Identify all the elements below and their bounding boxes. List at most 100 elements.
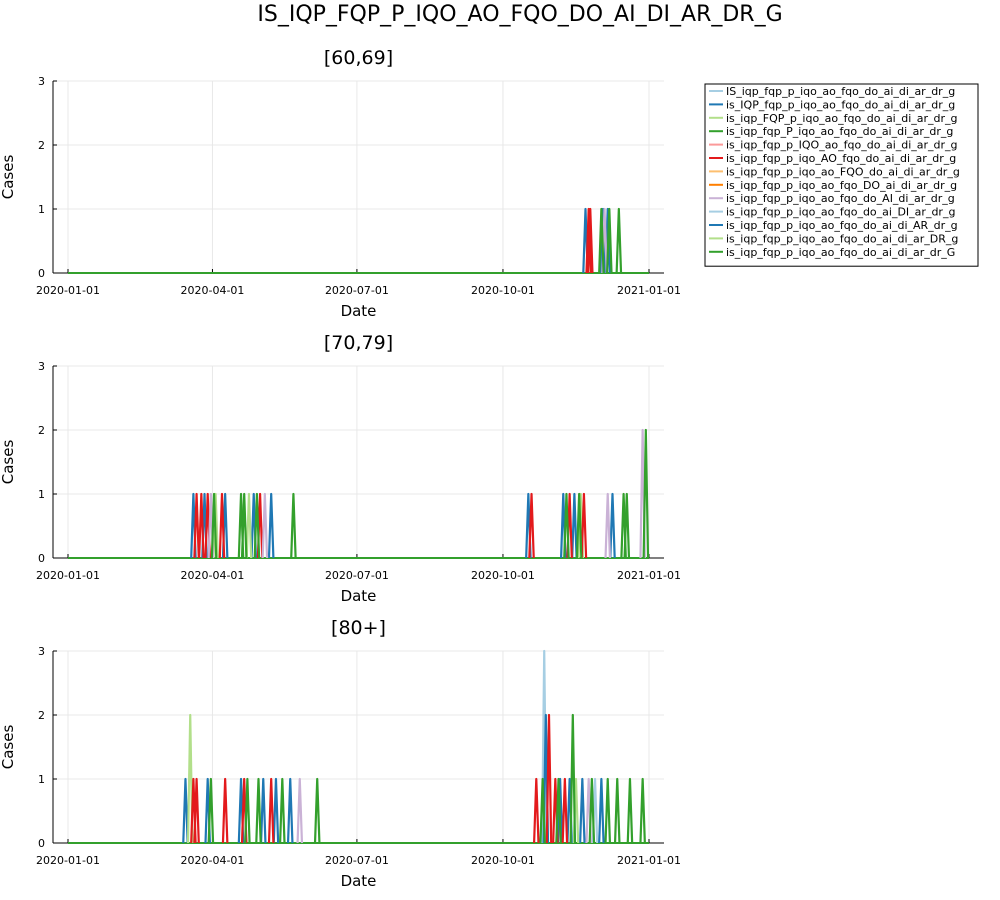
- spike-mark: [563, 492, 570, 559]
- y-tick-label: 1: [38, 203, 45, 216]
- y-tick-label: 1: [38, 488, 45, 501]
- spike-mark: [606, 207, 613, 274]
- spike-mark: [639, 777, 646, 844]
- series: [207, 713, 646, 844]
- y-tick-label: 3: [38, 645, 45, 658]
- legend-entry: is_iqp_fqp_p_iqo_ao_fqo_do_ai_di_ar_dr_G: [709, 246, 955, 259]
- spike-mark: [286, 777, 294, 844]
- spike-mark: [615, 207, 623, 274]
- spike-mark: [604, 492, 612, 559]
- figure-title: IS_IQP_FQP_P_IQO_AO_FQO_DO_AI_DI_AR_DR_G: [257, 2, 783, 27]
- legend-label: is_iqp_fqp_p_iqo_AO_fqo_do_ai_di_ar_dr_g: [726, 152, 956, 165]
- spike-mark: [193, 492, 200, 559]
- spike-mark: [545, 713, 553, 844]
- subplot-title: [80+]: [331, 617, 386, 639]
- y-tick-label: 3: [38, 360, 45, 373]
- x-tick-label: 2020-01-01: [36, 854, 100, 867]
- legend-entry: is_iqp_fqp_p_iqo_ao_fqo_do_ai_di_ar_DR_g: [709, 232, 958, 245]
- spike-mark: [267, 777, 275, 844]
- y-tick-label: 0: [38, 267, 45, 280]
- spike-mark: [255, 777, 262, 844]
- legend-label: is_iqp_fqp_p_iqo_ao_fqo_DO_ai_di_ar_dr_g: [726, 179, 957, 192]
- legend-entry: is_iqp_fqp_p_iqo_ao_fqo_do_ai_DI_ar_dr_g: [709, 206, 955, 219]
- spike-mark: [240, 492, 248, 559]
- legend-entry: is_IQP_fqp_p_iqo_ao_fqo_do_ai_di_ar_dr_g: [709, 98, 955, 111]
- spike-mark: [193, 777, 200, 844]
- spike-mark: [613, 777, 621, 844]
- series: [585, 207, 594, 274]
- subplot-3: 2020-01-01 2020-04-01 2020-07-01 2020-10-01…: [0, 617, 681, 890]
- subplots: 2020-01-01 2020-04-01 2020-07-01 2020-10-01…: [0, 47, 681, 890]
- x-tick-label: 2020-07-01: [325, 854, 389, 867]
- x-tick-label: 2020-04-01: [180, 569, 244, 582]
- series: [598, 207, 623, 274]
- legend: IS_iqp_fqp_p_iqo_ao_fqo_do_ai_di_ar_dr_g…: [704, 83, 979, 267]
- spike-mark: [604, 777, 612, 844]
- legend-entry: is_iqp_fqp_p_iqo_ao_fqo_do_ai_di_AR_dr_g: [709, 219, 958, 232]
- x-axis-label: Date: [341, 587, 377, 605]
- spike-mark: [313, 777, 321, 844]
- spike-mark: [555, 777, 562, 844]
- spike-mark: [580, 492, 588, 559]
- spike-mark: [598, 207, 605, 274]
- y-axis-label: Cases: [0, 440, 17, 485]
- y-tick-label: 3: [38, 75, 45, 88]
- spike-mark: [212, 492, 219, 559]
- series: [210, 428, 650, 559]
- spike-mark: [290, 492, 297, 559]
- legend-entry: is_iqp_fqp_p_iqo_ao_fqo_DO_ai_di_ar_dr_g: [709, 179, 957, 192]
- spike-mark: [561, 777, 569, 844]
- x-tick-label: 2020-10-01: [471, 284, 535, 297]
- spike-mark: [642, 428, 650, 559]
- legend-entry: is_iqp_fqp_p_IQO_ao_fqo_do_ai_di_ar_dr_g: [709, 139, 958, 152]
- x-axis-label: Date: [341, 302, 377, 320]
- spike-mark: [261, 492, 269, 559]
- spike-mark: [585, 207, 592, 274]
- legend-label: is_IQP_fqp_p_iqo_ao_fqo_do_ai_di_ar_dr_g: [726, 98, 955, 111]
- y-axis-label: Cases: [0, 155, 17, 200]
- spike-mark: [207, 777, 215, 844]
- subplot-1: 2020-01-01 2020-04-01 2020-07-01 2020-10-01…: [0, 47, 681, 320]
- spike-mark: [267, 492, 275, 559]
- legend-entry: is_iqp_fqp_p_iqo_AO_fqo_do_ai_di_ar_dr_g: [709, 152, 956, 165]
- spike-mark: [571, 492, 578, 559]
- y-tick-label: 2: [38, 424, 45, 437]
- x-tick-label: 2021-01-01: [617, 284, 681, 297]
- spike-mark: [609, 492, 616, 559]
- legend-label: is_iqp_fqp_p_iqo_ao_fqo_do_ai_di_AR_dr_g: [726, 219, 958, 232]
- spike-mark: [272, 777, 280, 844]
- y-tick-label: 2: [38, 709, 45, 722]
- spike-mark: [623, 492, 631, 559]
- legend-label: is_iqp_fqp_p_iqo_ao_fqo_do_ai_di_ar_dr_G: [726, 246, 955, 259]
- x-tick-label: 2020-01-01: [36, 569, 100, 582]
- spike-mark: [245, 492, 253, 559]
- spike-mark: [244, 777, 251, 844]
- legend-label: is_iqp_fqp_P_iqo_ao_fqo_do_ai_di_ar_dr_g: [726, 125, 953, 138]
- x-tick-label: 2020-01-01: [36, 284, 100, 297]
- legend-entry: is_iqp_fqp_p_iqo_ao_FQO_do_ai_di_ar_dr_g: [709, 165, 960, 178]
- spike-mark: [210, 492, 218, 559]
- legend-label: is_iqp_fqp_p_iqo_ao_FQO_do_ai_di_ar_dr_g: [726, 165, 960, 178]
- spike-mark: [253, 492, 261, 559]
- x-tick-label: 2021-01-01: [617, 854, 681, 867]
- spike-mark: [182, 777, 189, 844]
- spike-mark: [218, 492, 226, 559]
- y-tick-label: 1: [38, 773, 45, 786]
- spike-mark: [579, 777, 586, 844]
- x-tick-label: 2021-01-01: [617, 569, 681, 582]
- legend-entry: is_iqp_fqp_P_iqo_ao_fqo_do_ai_di_ar_dr_g: [709, 125, 953, 138]
- spike-mark: [556, 777, 564, 844]
- spike-mark: [198, 492, 205, 559]
- subplot-2: 2020-01-01 2020-04-01 2020-07-01 2020-10-01…: [0, 332, 681, 605]
- spike-mark: [626, 777, 634, 844]
- legend-label: is_iqp_fqp_p_iqo_ao_fqo_do_AI_di_ar_dr_g: [726, 192, 955, 205]
- spike-mark: [599, 207, 607, 274]
- legend-label: is_iqp_fqp_p_iqo_ao_fqo_do_ai_DI_ar_dr_g: [726, 206, 955, 219]
- legend-entry: IS_iqp_fqp_p_iqo_ao_fqo_do_ai_di_ar_dr_g: [709, 85, 955, 98]
- legend-entry: is_iqp_fqp_p_iqo_ao_fqo_do_AI_di_ar_dr_g: [709, 192, 955, 205]
- spike-mark: [575, 492, 583, 559]
- spike-mark: [598, 777, 605, 844]
- legend-box: [704, 83, 979, 267]
- x-tick-label: 2020-07-01: [325, 284, 389, 297]
